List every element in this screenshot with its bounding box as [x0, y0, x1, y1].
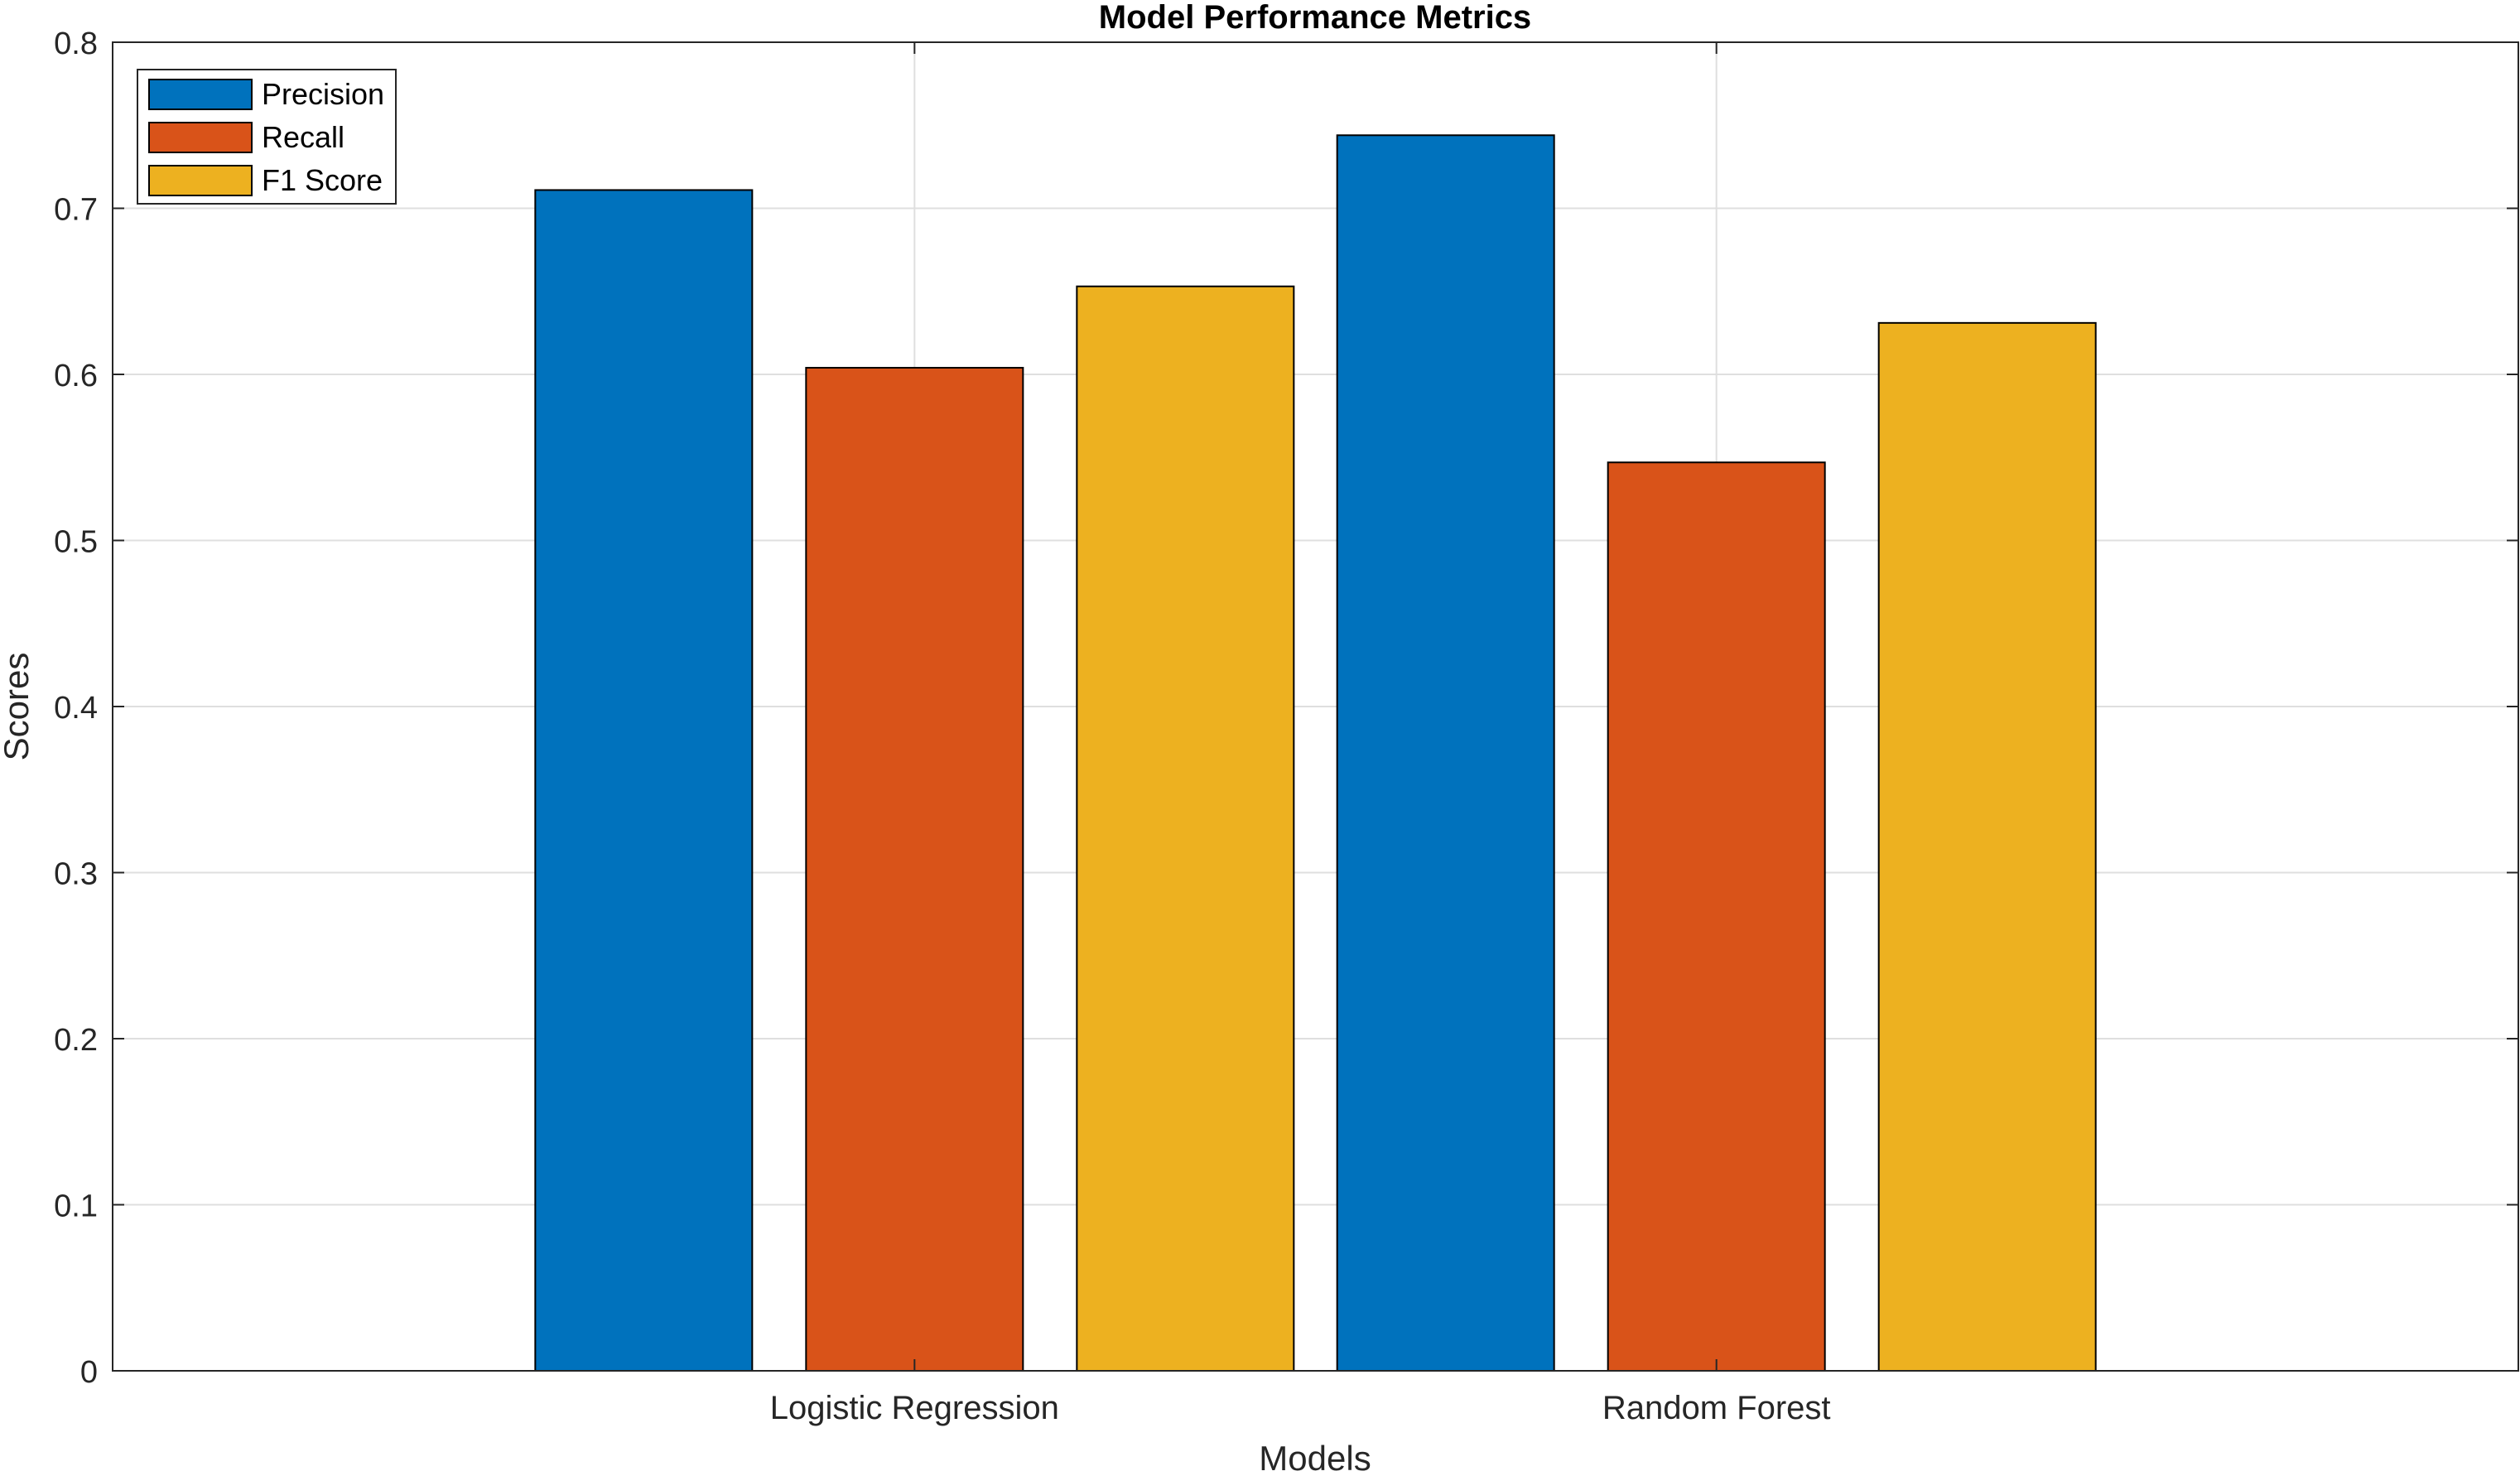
y-tick-label: 0.3	[54, 857, 98, 892]
bar-recall	[805, 366, 1024, 1372]
y-tick-label: 0.4	[54, 691, 98, 726]
bar-precision	[1336, 134, 1555, 1372]
legend-label: Precision	[262, 77, 384, 111]
x-tick-label: Logistic Regression	[770, 1390, 1059, 1426]
y-tick-label: 0.8	[54, 27, 98, 61]
y-tick-label: 0.7	[54, 193, 98, 228]
y-tick-label: 0.1	[54, 1189, 98, 1224]
bar-recall	[1607, 461, 1826, 1372]
y-tick-label: 0.5	[54, 525, 98, 560]
bar-f1-score	[1877, 321, 2097, 1372]
bar-precision	[534, 189, 754, 1372]
tick-layer: 0 0.1 0.2 0.3 0.4 0.5 0.6 0.7 0.8 Logistic Regres…	[54, 27, 2518, 1426]
x-tick-label: Random Forest	[1602, 1390, 1831, 1426]
y-tick-label: 0.2	[54, 1023, 98, 1058]
x-axis-label: Models	[1259, 1439, 1371, 1472]
legend: Precision Recall F1 Score	[137, 69, 397, 205]
y-tick-label: 0.6	[54, 359, 98, 393]
legend-swatch	[148, 122, 253, 153]
legend-swatch	[148, 165, 253, 196]
chart-title: Model Performance Metrics	[1099, 0, 1531, 36]
y-axis-label: Scores	[0, 653, 36, 761]
legend-swatch	[148, 79, 253, 110]
legend-label: Recall	[262, 120, 345, 154]
y-tick-label: 0	[80, 1355, 98, 1390]
bar-f1-score	[1076, 285, 1295, 1372]
bar-layer	[534, 134, 2097, 1372]
legend-label: F1 Score	[262, 163, 383, 197]
